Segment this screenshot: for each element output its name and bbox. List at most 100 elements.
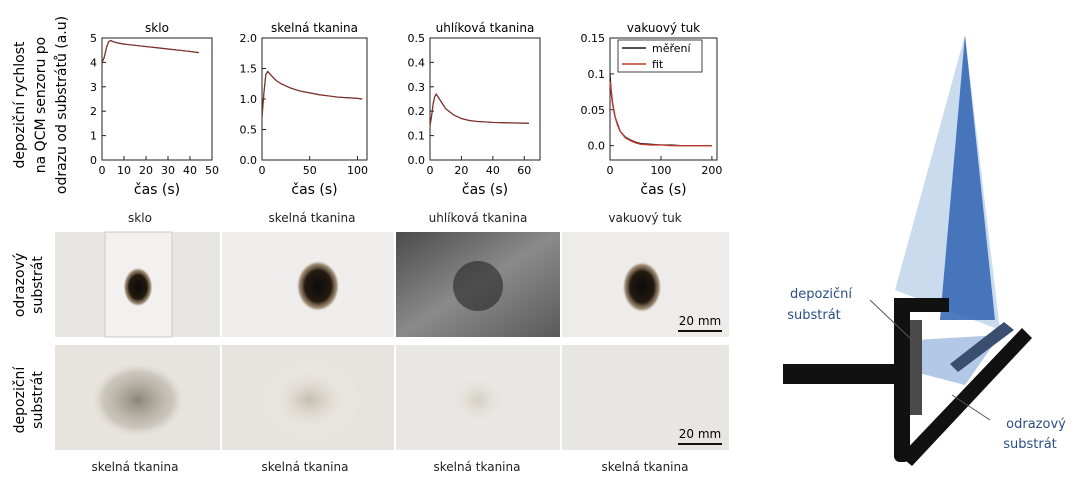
x-tick-label: 20: [454, 164, 468, 177]
x-axis-label: čas (s): [134, 182, 180, 198]
y-tick-label: 0.1: [408, 130, 426, 143]
y-tick-label: 0.0: [408, 154, 426, 167]
photo-col-vakuovy: vakuový tuk: [608, 211, 681, 225]
series-line: [609, 73, 712, 147]
y-tick-label: 0.2: [408, 105, 426, 118]
bracket-arm: [783, 364, 913, 384]
x-axis-label: čas (s): [462, 182, 508, 198]
legend-measured-label: měření: [652, 42, 692, 55]
plot-frame: [609, 37, 718, 161]
y-tick-label: 5: [90, 32, 97, 45]
reflect-label-1: odrazový: [1006, 417, 1066, 432]
y-tick-label: 2.0: [240, 32, 258, 45]
svg-text:20 mm: 20 mm: [679, 427, 721, 441]
reflect-label-2: substrát: [1003, 437, 1057, 452]
x-tick-label: 100: [347, 164, 368, 177]
series-line: [261, 70, 363, 118]
bracket-vertical: [894, 298, 910, 462]
y-tick-label: 0: [90, 154, 97, 167]
svg-text:substrát: substrát: [30, 371, 46, 429]
deposit-label-2: substrát: [787, 308, 841, 323]
chart-3: uhlíková tkanina čas (s) 0 20 40 60 0.0 0.1 0.2 0…: [408, 21, 541, 198]
x-tick-label: 50: [205, 164, 219, 177]
bottom-label-2: skelná tkanina: [262, 460, 349, 474]
photo-col-uhlikova: uhlíková tkanina: [429, 211, 528, 225]
chart-1: sklo čas (s) 0 10 20 30 40 50 0 1 2 3 4 5: [90, 21, 219, 198]
scale-bar-top: 20 mm: [678, 314, 722, 332]
charts: sklo čas (s) 0 10 20 30 40 50 0 1 2 3 4 5 skelná tkani…: [90, 21, 722, 198]
svg-text:20 mm: 20 mm: [679, 314, 721, 328]
y-tick-label: 0.15: [581, 32, 606, 45]
plot-frame: [261, 37, 368, 161]
svg-text:substrát: substrát: [30, 256, 46, 314]
fit-line: [261, 70, 363, 118]
y-label-line-2: na QCM senzoru po: [33, 37, 49, 173]
y-axis-label: depoziční rychlost na QCM senzoru po odr…: [12, 16, 70, 194]
bottom-label-1: skelná tkanina: [92, 460, 179, 474]
y-tick-label: 0.05: [581, 104, 606, 117]
y-tick-label: 1.5: [240, 63, 258, 76]
x-tick-label: 30: [161, 164, 175, 177]
bracket-top: [894, 298, 949, 312]
chart-title: vakuový tuk: [627, 21, 700, 35]
photo-col-sklo: sklo: [128, 211, 152, 225]
chart-2: skelná tkanina čas (s) 0 50 100 0.0 0.5 1.0 1.5 2…: [240, 21, 368, 198]
y-tick-label: 0.5: [240, 124, 258, 137]
deposit-leader-line: [869, 299, 913, 341]
row-label-deposit: depoziční substrát: [12, 366, 46, 434]
y-tick-label: 0.3: [408, 81, 426, 94]
photos-deposit-row: [55, 345, 729, 450]
bracket-diagonal: [900, 328, 1032, 466]
x-tick-label: 200: [701, 164, 722, 177]
y-tick-label: 0.0: [588, 140, 606, 153]
chart-title: uhlíková tkanina: [436, 21, 535, 35]
deposition-diagram: depoziční substrát odrazový substrát: [783, 35, 1066, 466]
series-line: [429, 93, 530, 126]
y-label-line-1: depoziční rychlost: [12, 41, 28, 168]
fit-line: [101, 39, 199, 63]
svg-text:depoziční: depoziční: [12, 366, 28, 434]
legend: [617, 39, 703, 73]
x-tick-label: 60: [517, 164, 531, 177]
y-tick-label: 0.4: [408, 56, 426, 69]
x-axis-label: čas (s): [291, 182, 337, 198]
y-tick-label: 3: [90, 81, 97, 94]
bottom-label-3: skelná tkanina: [434, 460, 521, 474]
x-tick-label: 40: [486, 164, 500, 177]
x-tick-label: 0: [607, 164, 614, 177]
y-tick-label: 2: [90, 105, 97, 118]
photos-reflect-row: [55, 231, 729, 338]
scale-bar-bottom: 20 mm: [678, 427, 722, 445]
y-tick-label: 4: [90, 56, 97, 69]
chart-4: vakuový tuk čas (s) 0 100 200 0.0 0.05 0.1 0.15 m…: [581, 21, 723, 198]
x-axis-label: čas (s): [640, 182, 686, 198]
x-tick-label: 50: [303, 164, 317, 177]
y-tick-label: 1.0: [240, 93, 258, 106]
x-tick-label: 20: [139, 164, 153, 177]
chart-title: skelná tkanina: [271, 21, 358, 35]
legend-fit-label: fit: [652, 58, 664, 71]
chart-title: sklo: [145, 21, 169, 35]
x-tick-label: 40: [183, 164, 197, 177]
y-tick-label: 0.0: [240, 154, 258, 167]
y-label-line-3: odrazu od substrátů (a.u): [54, 16, 70, 194]
y-tick-label: 1: [90, 130, 97, 143]
fit-line: [429, 93, 530, 126]
plot-frame: [101, 37, 213, 161]
x-tick-label: 0: [427, 164, 434, 177]
series-line: [101, 39, 199, 63]
x-tick-label: 0: [259, 164, 266, 177]
reflect-leader-line: [951, 394, 991, 421]
beam-core: [940, 35, 995, 320]
svg-text:odrazový: odrazový: [12, 253, 28, 317]
y-tick-label: 0.5: [408, 32, 426, 45]
photo-col-skelna: skelná tkanina: [269, 211, 356, 225]
x-tick-label: 10: [117, 164, 131, 177]
bottom-label-4: skelná tkanina: [602, 460, 689, 474]
reflect-substrate: [950, 322, 1014, 372]
row-label-reflect: odrazový substrát: [12, 253, 46, 317]
y-tick-label: 0.1: [588, 68, 606, 81]
x-tick-label: 0: [99, 164, 106, 177]
x-tick-label: 100: [650, 164, 671, 177]
